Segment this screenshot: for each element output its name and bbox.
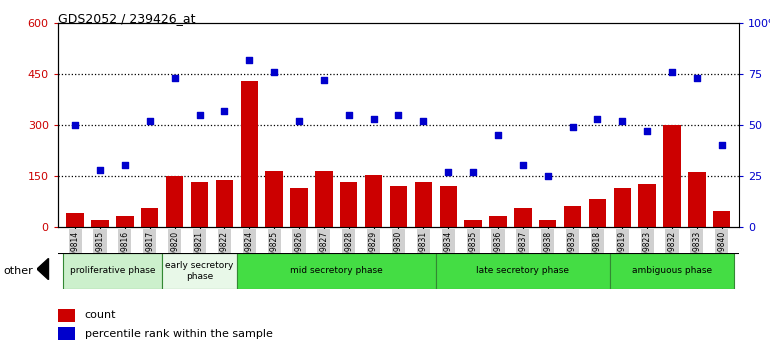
Bar xyxy=(216,180,233,227)
Point xyxy=(243,57,256,63)
Bar xyxy=(237,253,436,289)
Text: mid secretory phase: mid secretory phase xyxy=(290,266,383,275)
Point xyxy=(492,132,504,138)
Point xyxy=(193,112,206,118)
Point xyxy=(715,142,728,148)
Bar xyxy=(266,171,283,227)
Bar xyxy=(614,188,631,227)
Text: count: count xyxy=(85,310,116,320)
Point xyxy=(517,163,529,169)
Bar xyxy=(58,327,75,340)
Bar xyxy=(440,186,457,227)
Text: late secretory phase: late secretory phase xyxy=(477,266,569,275)
Text: GDS2052 / 239426_at: GDS2052 / 239426_at xyxy=(58,12,196,25)
Point xyxy=(393,112,405,118)
Bar xyxy=(688,172,705,227)
Point xyxy=(367,116,380,121)
Bar xyxy=(489,216,507,227)
Point xyxy=(69,122,82,128)
Text: early secretory
phase: early secretory phase xyxy=(166,261,234,280)
Bar xyxy=(713,211,731,227)
Bar xyxy=(162,253,237,289)
Point xyxy=(691,75,703,81)
Point xyxy=(343,112,355,118)
Point xyxy=(417,118,430,124)
Point xyxy=(591,116,604,121)
Bar xyxy=(514,208,531,227)
Point xyxy=(666,69,678,75)
Bar xyxy=(116,216,134,227)
Bar xyxy=(62,253,162,289)
Point xyxy=(144,118,156,124)
Bar xyxy=(66,213,84,227)
Bar xyxy=(589,199,606,227)
Bar xyxy=(464,220,482,227)
Bar xyxy=(166,176,183,227)
Bar xyxy=(365,175,383,227)
Bar xyxy=(414,182,432,227)
Bar xyxy=(638,184,656,227)
Point xyxy=(119,163,131,169)
Bar xyxy=(539,221,557,227)
Point xyxy=(567,124,579,130)
Bar xyxy=(92,220,109,227)
Point xyxy=(616,118,628,124)
Point xyxy=(268,69,280,75)
Bar xyxy=(610,253,735,289)
Point xyxy=(293,118,305,124)
Text: ambiguous phase: ambiguous phase xyxy=(632,266,712,275)
Text: percentile rank within the sample: percentile rank within the sample xyxy=(85,329,273,338)
Point xyxy=(467,169,479,175)
Bar xyxy=(58,309,75,321)
Bar xyxy=(390,186,407,227)
Point xyxy=(169,75,181,81)
Bar xyxy=(663,125,681,227)
Point xyxy=(218,108,230,113)
Bar xyxy=(290,188,308,227)
Bar xyxy=(240,81,258,227)
Bar xyxy=(340,182,357,227)
Point xyxy=(318,77,330,83)
Point xyxy=(94,167,106,172)
Text: proliferative phase: proliferative phase xyxy=(70,266,156,275)
Bar xyxy=(191,182,208,227)
Bar xyxy=(315,171,333,227)
Text: other: other xyxy=(4,266,34,276)
Bar xyxy=(141,208,159,227)
Polygon shape xyxy=(37,258,49,280)
Point xyxy=(541,173,554,178)
Point xyxy=(641,128,653,134)
Point xyxy=(442,169,454,175)
Bar xyxy=(436,253,610,289)
Bar xyxy=(564,206,581,227)
